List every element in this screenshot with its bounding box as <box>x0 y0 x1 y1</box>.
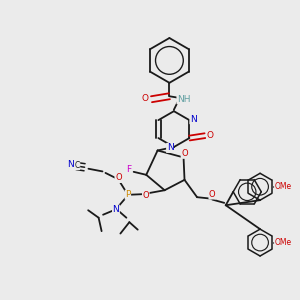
Text: P: P <box>125 190 130 199</box>
Text: N: N <box>67 160 74 169</box>
Text: C: C <box>74 160 80 169</box>
Text: O: O <box>209 190 216 199</box>
Text: NH: NH <box>177 95 190 104</box>
Text: O: O <box>181 149 188 158</box>
Text: N: N <box>112 205 119 214</box>
Text: F: F <box>126 165 131 174</box>
Text: N: N <box>167 143 173 152</box>
Text: O: O <box>141 94 148 103</box>
Text: OMe: OMe <box>274 182 292 191</box>
Text: O: O <box>142 191 149 200</box>
Text: OMe: OMe <box>274 238 292 247</box>
Text: O: O <box>207 130 214 140</box>
Text: N: N <box>190 115 197 124</box>
Text: O: O <box>115 173 122 182</box>
